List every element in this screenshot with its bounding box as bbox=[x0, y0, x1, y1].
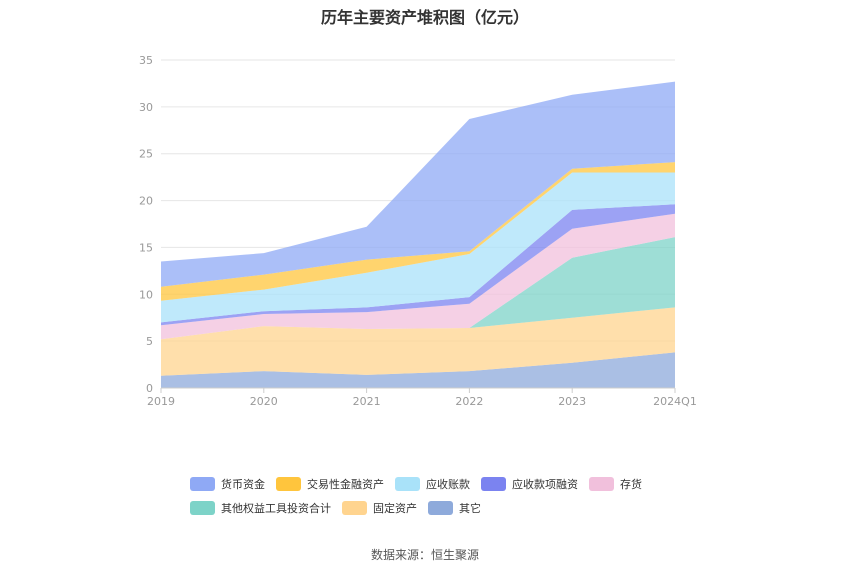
x-tick-label: 2019 bbox=[147, 395, 175, 408]
legend-label: 应收账款 bbox=[426, 478, 470, 491]
legend-label: 存货 bbox=[620, 478, 642, 491]
legend-swatch bbox=[190, 501, 215, 515]
legend-row: 其他权益工具投资合计 固定资产 其它 bbox=[190, 496, 670, 520]
y-tick-label: 20 bbox=[139, 195, 153, 208]
legend-label: 应收款项融资 bbox=[512, 478, 578, 491]
legend-item[interactable]: 其他权益工具投资合计 bbox=[190, 500, 331, 516]
data-source: 数据来源：恒生聚源 bbox=[370, 548, 479, 562]
legend-label: 其他权益工具投资合计 bbox=[221, 502, 331, 515]
y-tick-label: 15 bbox=[139, 241, 153, 254]
area-存货 bbox=[161, 213, 675, 340]
legend-item[interactable]: 应收账款 bbox=[395, 476, 470, 492]
legend-label: 货币资金 bbox=[221, 478, 265, 491]
legend-label: 其它 bbox=[459, 502, 481, 515]
area-应收账款 bbox=[161, 172, 675, 323]
x-tick-label: 2024Q1 bbox=[653, 395, 697, 408]
x-tick-label: 2022 bbox=[455, 395, 483, 408]
area-货币资金 bbox=[161, 81, 675, 287]
x-tick-label: 2021 bbox=[353, 395, 381, 408]
y-tick-label: 0 bbox=[146, 382, 153, 395]
legend-item[interactable]: 其它 bbox=[428, 500, 481, 516]
legend-swatch bbox=[481, 477, 506, 491]
legend-label: 交易性金融资产 bbox=[307, 478, 384, 491]
legend-item[interactable]: 固定资产 bbox=[342, 500, 417, 516]
legend-item[interactable]: 货币资金 bbox=[190, 476, 265, 492]
y-tick-label: 25 bbox=[139, 148, 153, 161]
legend-item[interactable]: 应收款项融资 bbox=[481, 476, 578, 492]
area-交易性金融资产 bbox=[161, 162, 675, 301]
legend-item[interactable]: 存货 bbox=[589, 476, 642, 492]
chart-title: 历年主要资产堆积图（亿元） bbox=[320, 8, 529, 27]
x-tick-label: 2023 bbox=[558, 395, 586, 408]
y-tick-label: 35 bbox=[139, 54, 153, 67]
legend-swatch bbox=[342, 501, 367, 515]
legend-swatch bbox=[190, 477, 215, 491]
legend-item[interactable]: 交易性金融资产 bbox=[276, 476, 384, 492]
area-series bbox=[161, 81, 675, 388]
x-tick-label: 2020 bbox=[250, 395, 278, 408]
area-其他权益工具投资合计 bbox=[161, 237, 675, 340]
legend-swatch bbox=[395, 477, 420, 491]
legend-row: 货币资金 交易性金融资产 应收账款 应收款项融资 存货 bbox=[190, 472, 670, 496]
legend-label: 固定资产 bbox=[373, 502, 417, 515]
legend-swatch bbox=[276, 477, 301, 491]
legend-swatch bbox=[428, 501, 453, 515]
y-tick-label: 30 bbox=[139, 101, 153, 114]
legend: 货币资金 交易性金融资产 应收账款 应收款项融资 存货 其他权益工具投资合计 固定资产 其它 bbox=[190, 472, 670, 520]
y-tick-label: 5 bbox=[146, 335, 153, 348]
area-其它 bbox=[161, 352, 675, 388]
area-固定资产 bbox=[161, 307, 675, 376]
area-应收款项融资 bbox=[161, 204, 675, 326]
axes: 0 5 10 15 20 25 30 35 2019 2020 2021 2022 2023 2024Q1 bbox=[139, 54, 697, 408]
legend-swatch bbox=[589, 477, 614, 491]
y-tick-label: 10 bbox=[139, 288, 153, 301]
